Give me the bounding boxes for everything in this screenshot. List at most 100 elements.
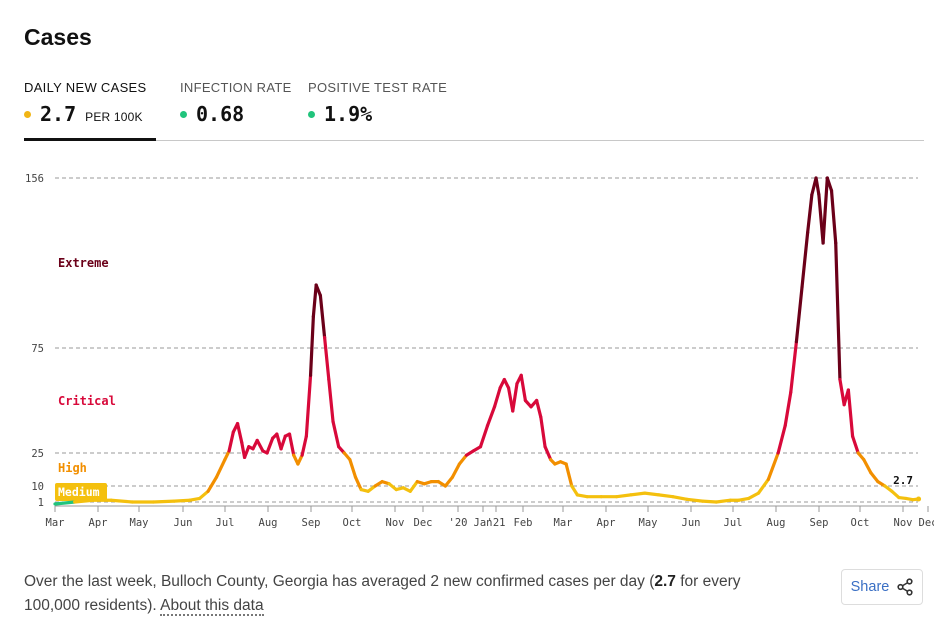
series-segment — [511, 382, 519, 413]
series-segment — [737, 496, 751, 502]
zone-label-critical: Critical — [58, 394, 116, 408]
zone-label-medium: Medium — [58, 485, 100, 499]
series-segment — [543, 445, 553, 462]
series-segment — [206, 475, 219, 493]
series-segment — [408, 480, 419, 493]
series-segment — [829, 188, 838, 245]
x-tick-label: Apr — [597, 517, 616, 529]
series-segment — [783, 390, 793, 428]
y-tick-label: 25 — [31, 448, 44, 460]
series-segment — [714, 498, 733, 504]
tab-value: 0.68 — [196, 102, 245, 126]
series-segment — [519, 373, 528, 403]
series-segment — [776, 424, 787, 455]
x-tick-label: May — [639, 517, 658, 529]
series-segment — [789, 340, 799, 394]
series-line — [53, 176, 921, 506]
x-tick-label: Dec — [414, 517, 433, 529]
series-segment — [188, 496, 202, 502]
series-segment — [457, 453, 469, 466]
series-segment — [539, 415, 547, 449]
series-segment — [806, 193, 814, 235]
zone-badge — [55, 483, 107, 501]
series-segment — [570, 484, 579, 497]
series-segment — [564, 462, 574, 488]
x-tick-label: Feb — [514, 517, 533, 529]
series-segment — [850, 434, 860, 455]
series-segment — [296, 453, 304, 466]
series-segment — [700, 499, 718, 504]
series-segment — [629, 491, 647, 497]
x-tick-label: Sep — [810, 517, 829, 529]
summary-text: Over the last week, Bulloch County, Geor… — [24, 573, 655, 590]
y-tick-label: 10 — [31, 481, 44, 493]
x-tick-label: Nov — [386, 517, 405, 529]
x-tick-label: Apr — [89, 517, 108, 529]
series-segment — [800, 230, 810, 289]
series-segment — [223, 449, 231, 462]
series-segment — [846, 388, 855, 438]
x-tick-label: Aug — [259, 517, 278, 529]
series-segment — [450, 462, 462, 479]
x-tick-label: Jun — [174, 517, 193, 529]
x-tick-label: Jul — [724, 517, 743, 529]
y-tick-label: 75 — [31, 343, 44, 355]
series-segment — [685, 497, 704, 503]
tab-value: 2.7 — [40, 102, 77, 126]
series-segment — [825, 176, 834, 193]
series-segment — [172, 498, 192, 503]
series-segment — [821, 176, 829, 245]
series-segment — [287, 432, 296, 457]
annotations: 2.7 — [893, 474, 922, 502]
summary-text-end: for every 100,000 residents). — [24, 573, 741, 614]
x-tick-label: May — [130, 517, 149, 529]
tab-positive-test-rate[interactable]: POSITIVE TEST RATE 1.9% — [308, 76, 448, 140]
series-segment — [657, 493, 675, 499]
series-segment — [279, 434, 287, 451]
series-segment — [615, 493, 633, 499]
y-tick-label: 1 — [38, 497, 44, 509]
tab-label: DAILY NEW CASES — [24, 80, 147, 95]
tab-daily-new-cases[interactable]: DAILY NEW CASES 2.7 PER 100K — [24, 76, 156, 141]
tab-infection-rate[interactable]: INFECTION RATE 0.68 — [180, 76, 291, 140]
series-segment — [862, 458, 873, 475]
share-icon — [897, 578, 913, 596]
series-segment — [327, 377, 335, 424]
x-tick-label: Dec — [919, 517, 934, 529]
status-dot-icon — [308, 111, 315, 118]
series-segment — [747, 491, 761, 501]
last-value-point — [916, 496, 922, 502]
series-segment — [227, 430, 235, 453]
tab-value: 1.9% — [324, 102, 373, 126]
about-data-link[interactable]: About this data — [160, 597, 264, 616]
series-segment — [73, 498, 95, 504]
x-tick-label: Mar — [46, 517, 65, 529]
share-button[interactable]: Share — [841, 569, 923, 605]
series-segment — [109, 498, 134, 504]
x-tick-label: Jan — [474, 517, 493, 529]
series-segment — [265, 436, 275, 455]
x-tick-label: Oct — [851, 517, 870, 529]
share-label: Share — [850, 579, 890, 595]
series-segment — [485, 405, 497, 428]
chart-summary: Over the last week, Bulloch County, Geor… — [24, 570, 764, 618]
series-segment — [814, 176, 821, 197]
series-segment — [318, 293, 327, 340]
tab-unit: PER 100K — [85, 110, 143, 124]
series-segment — [838, 377, 846, 407]
series-segment — [331, 419, 341, 449]
series-segment — [255, 438, 265, 453]
series-segment — [834, 241, 842, 382]
zone-label-high: High — [58, 461, 87, 475]
series-segment — [492, 386, 502, 409]
series-segment — [311, 283, 318, 319]
status-dot-icon — [180, 111, 187, 118]
series-segment — [242, 445, 251, 459]
x-tick-label: Aug — [767, 517, 786, 529]
series-segment — [478, 424, 490, 449]
x-axis: Mar Apr May Jun Jul Aug Sep Oct Nov Dec '20 Jan'21 F… — [46, 506, 934, 529]
summary-highlight: 2.7 — [654, 573, 676, 590]
grid-layer: 1 10 25 75 156 — [25, 173, 918, 509]
series-segment — [535, 398, 543, 419]
series-segment — [869, 471, 880, 484]
